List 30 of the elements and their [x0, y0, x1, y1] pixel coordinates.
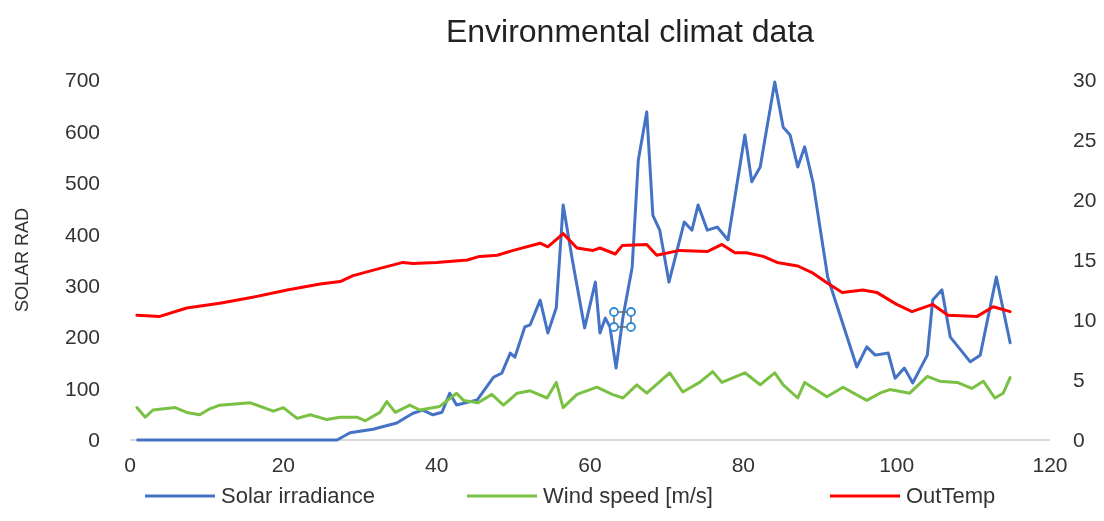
y-tick-label: 100 — [64, 376, 100, 400]
x-tick-label: 100 — [879, 453, 915, 476]
x-tick-label: 120 — [1032, 453, 1068, 476]
legend-label: Wind speed [m/s] — [543, 483, 713, 508]
y2-tick-label: 15 — [1073, 248, 1097, 272]
y-tick-label: 300 — [64, 274, 100, 298]
y2-tick-label: 5 — [1073, 368, 1085, 392]
y2-tick-label: 30 — [1073, 68, 1097, 92]
legend-label: Solar irradiance — [221, 483, 376, 508]
chart-title: Environmental climat data — [445, 13, 815, 49]
x-tick-label: 60 — [578, 453, 602, 476]
y-tick-label: 700 — [64, 68, 100, 92]
y-tick-label: 200 — [64, 325, 100, 349]
x-tick-label: 40 — [424, 453, 449, 476]
y2-tick-label: 25 — [1073, 128, 1097, 152]
x-tick-label: 20 — [271, 453, 296, 476]
line-series — [135, 232, 1012, 318]
y-axis-title: SOLAR RAD — [12, 207, 32, 313]
y-tick-label: 400 — [64, 222, 100, 246]
y-tick-label: 500 — [64, 171, 100, 195]
y2-tick-label: 10 — [1073, 308, 1097, 332]
y2-tick-label: 20 — [1073, 188, 1097, 212]
x-tick-label: 80 — [731, 453, 756, 476]
x-tick-label: 0 — [124, 453, 136, 476]
y-tick-label: 0 — [88, 428, 100, 452]
legend-label: OutTemp — [906, 483, 996, 508]
line-series — [136, 80, 1012, 442]
y2-tick-label: 0 — [1073, 428, 1085, 452]
y-tick-label: 600 — [64, 119, 100, 143]
line-series — [135, 370, 1012, 423]
